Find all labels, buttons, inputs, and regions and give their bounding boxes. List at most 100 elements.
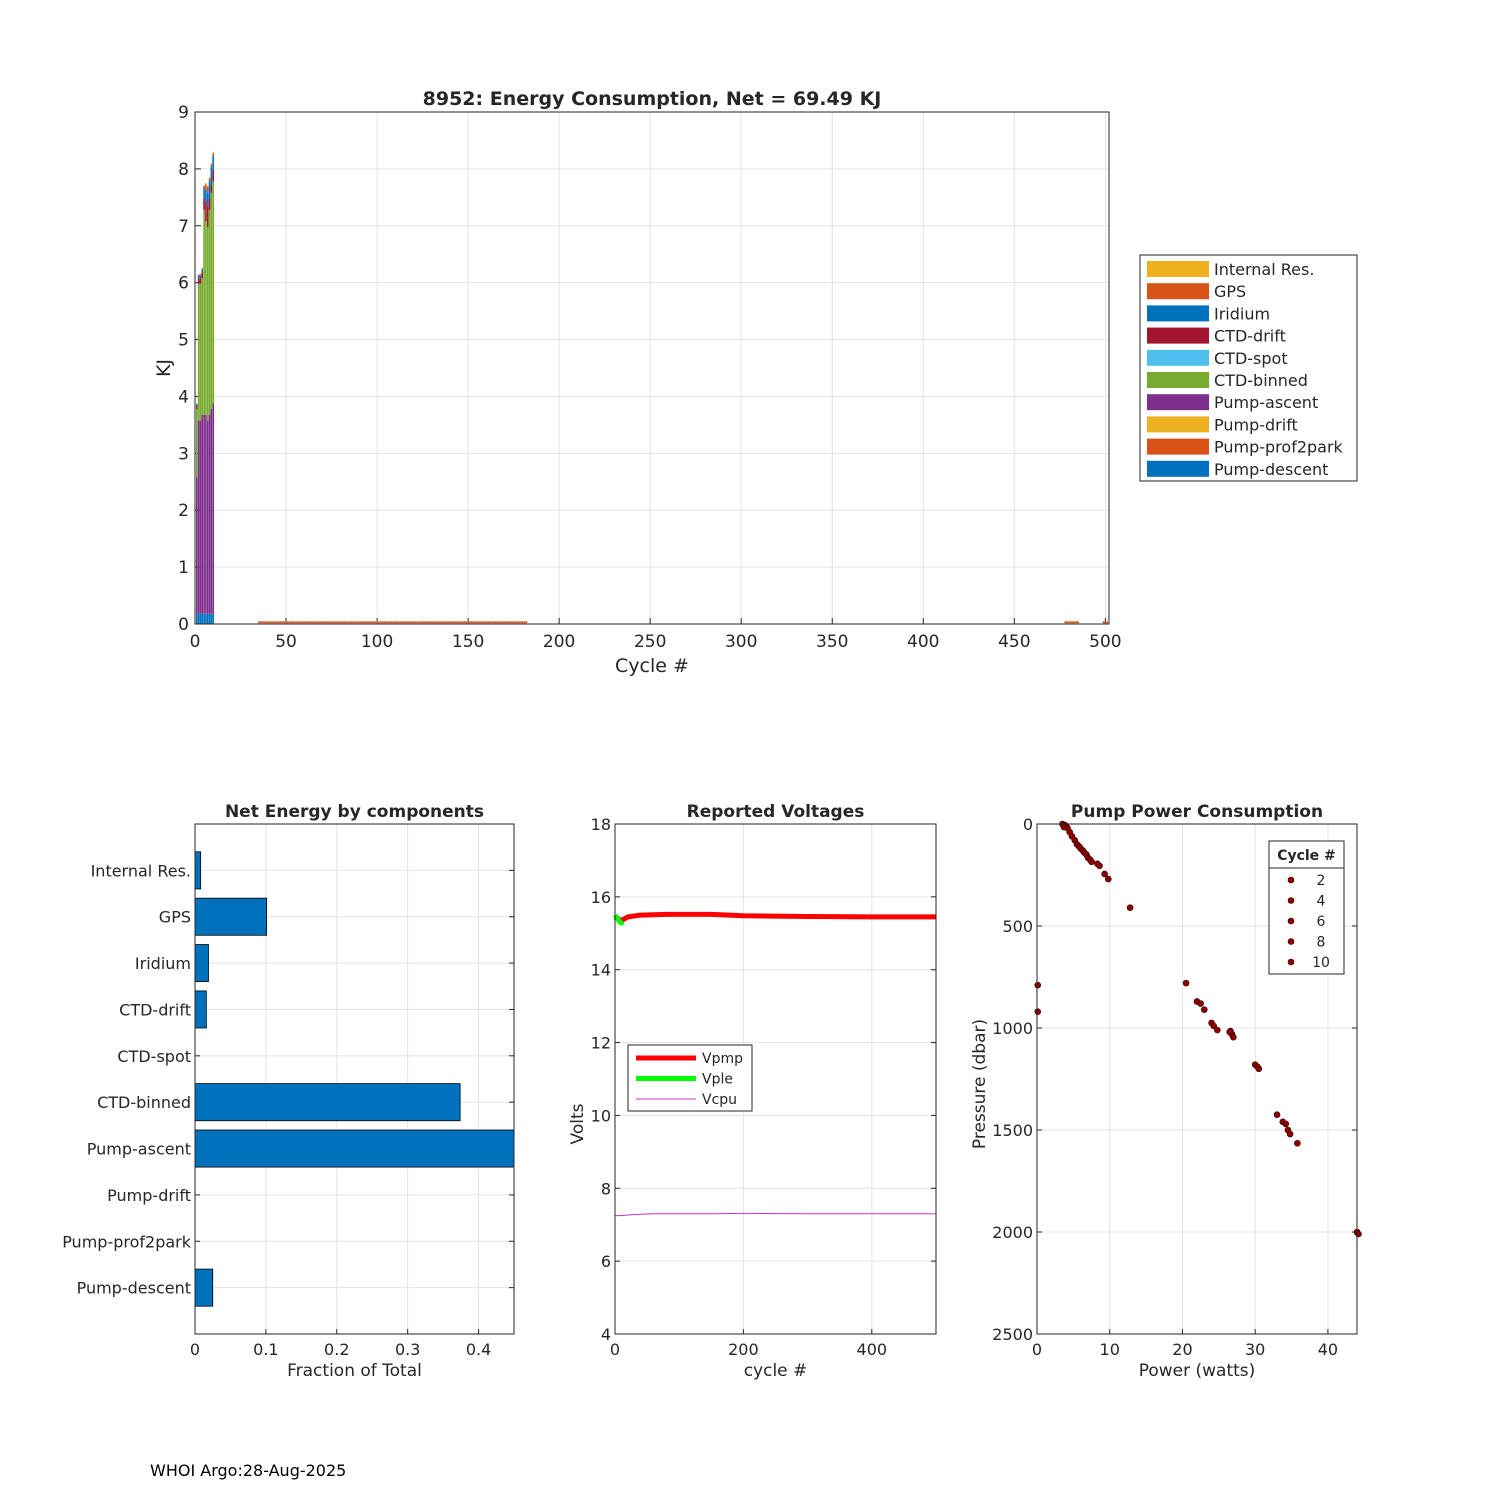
- energy-bar-segment: [196, 403, 198, 404]
- net-energy-components-chart: 0 0.1 0.2 0.3 0.4 Internal Res. GPS Iridium CTD-…: [62, 802, 515, 1381]
- energy-bar-segment: [208, 178, 211, 182]
- y-tick-label: 18: [591, 815, 611, 834]
- energy-bar-segment: [197, 274, 200, 275]
- category-label: Pump-descent: [77, 1279, 191, 1298]
- energy-bar-small: [476, 621, 479, 624]
- energy-bar-small: [358, 621, 360, 624]
- energy-bar-small: [425, 621, 428, 624]
- energy-bar-small: [323, 621, 326, 624]
- energy-bar-small: [492, 621, 495, 624]
- energy-bar-segment: [212, 403, 215, 614]
- energy-bar-small: [452, 621, 455, 624]
- x-tick-label: 30: [1245, 1340, 1265, 1359]
- energy-bar-small: [294, 621, 296, 624]
- energy-bar-segment: [197, 278, 200, 284]
- energy-bar-small: [465, 621, 468, 624]
- energy-bar-small: [316, 621, 318, 624]
- y-axis-label: KJ: [153, 359, 175, 377]
- energy-bar-small: [419, 621, 422, 624]
- energy-bar-small: [470, 621, 473, 624]
- energy-bar-small: [370, 621, 373, 624]
- energy-bar-small: [374, 621, 377, 624]
- energy-bar-small: [509, 621, 511, 624]
- energy-bar-small: [421, 621, 424, 624]
- energy-bar-small: [296, 621, 298, 624]
- footer-credit: WHOI Argo:28-Aug-2025: [150, 1461, 347, 1480]
- pump-point: [1126, 904, 1134, 911]
- legend-swatch: [1147, 438, 1209, 455]
- energy-bar-small: [325, 621, 327, 624]
- energy-bar-segment: [197, 274, 200, 276]
- y-tick-label: 0: [1023, 815, 1033, 834]
- energy-bar-segment: [199, 275, 202, 279]
- energy-bar-segment: [196, 477, 198, 614]
- category-label: Pump-ascent: [87, 1140, 191, 1159]
- energy-bar-small: [372, 621, 375, 624]
- legend-label: Pump-descent: [1214, 460, 1328, 479]
- y-tick-label: 10: [591, 1106, 611, 1125]
- axes-box: [1036, 823, 1358, 1335]
- reported-voltages-chart: 0 200 400 4 6 8 10 12 14 16 18 Vpmp Vple Vcpu Reported…: [568, 802, 937, 1381]
- category-label: Iridium: [135, 954, 191, 973]
- energy-bar-segment: [203, 414, 205, 614]
- energy-bar-segment: [206, 207, 209, 227]
- energy-bar-segment: [206, 192, 209, 208]
- category-label: CTD-binned: [97, 1093, 191, 1112]
- energy-bar-segment: [212, 152, 215, 154]
- y-tick-label: 5: [178, 331, 189, 351]
- energy-bar-segment: [212, 170, 215, 182]
- energy-bar-small: [429, 621, 431, 624]
- legend-label: Vple: [702, 1072, 733, 1088]
- pump-point: [1273, 1111, 1281, 1118]
- energy-bar-small: [485, 621, 488, 624]
- energy-bar-segment: [197, 283, 200, 421]
- energy-bar-small: [276, 621, 278, 624]
- category-label: CTD-drift: [119, 1000, 191, 1019]
- energy-bar-small: [516, 621, 519, 624]
- category-label: Pump-drift: [107, 1186, 191, 1205]
- energy-bar-small: [261, 621, 264, 624]
- component-bar: [194, 990, 207, 1029]
- legend-marker: [1287, 917, 1295, 925]
- energy-consumption-chart: 0 50 100 150 200 250 300 350 400 450 5000123456789…: [153, 88, 1122, 677]
- energy-bar-segment: [203, 198, 205, 210]
- energy-bar-small: [367, 621, 369, 624]
- component-bar: [194, 944, 209, 983]
- energy-bar-small: [474, 621, 477, 624]
- energy-bar-segment: [208, 181, 211, 199]
- energy-bar-small: [456, 621, 459, 624]
- x-axis-label: Fraction of Total: [287, 1361, 422, 1381]
- legend-swatch: [1147, 305, 1209, 322]
- energy-bar-small: [334, 621, 337, 624]
- energy-bar-segment: [203, 187, 205, 199]
- energy-bar-segment: [210, 184, 213, 193]
- energy-bar-small: [356, 621, 358, 624]
- energy-bar-small: [463, 621, 466, 624]
- x-tick-label: 10: [1100, 1340, 1120, 1359]
- energy-bar-small: [352, 621, 355, 624]
- energy-bar-small: [327, 621, 329, 624]
- energy-bar-small: [430, 621, 433, 624]
- pump-point: [1096, 862, 1103, 870]
- energy-bar-segment: [199, 278, 202, 284]
- legend-label: Internal Res.: [1214, 260, 1314, 279]
- energy-bar-small: [512, 621, 515, 624]
- energy-bar-small: [501, 621, 504, 624]
- energy-bar-small: [436, 621, 438, 624]
- energy-bar-small: [288, 621, 291, 624]
- energy-bar-segment: [199, 283, 202, 421]
- x-tick-label: 450: [998, 632, 1030, 652]
- axes-box: [194, 111, 1110, 625]
- energy-bar-segment: [205, 414, 207, 614]
- energy-bar-segment: [197, 275, 200, 279]
- energy-bar-small: [398, 621, 400, 624]
- legend-label: CTD-binned: [1214, 371, 1308, 390]
- y-tick-label: 16: [591, 888, 611, 907]
- y-tick-label: 0: [178, 615, 189, 635]
- x-tick-label: 20: [1172, 1340, 1192, 1359]
- x-tick-label: 200: [728, 1340, 759, 1359]
- energy-bar-small: [423, 621, 426, 624]
- energy-bar-small: [487, 621, 489, 624]
- energy-bar-segment: [210, 192, 213, 409]
- energy-bar-small: [303, 621, 306, 624]
